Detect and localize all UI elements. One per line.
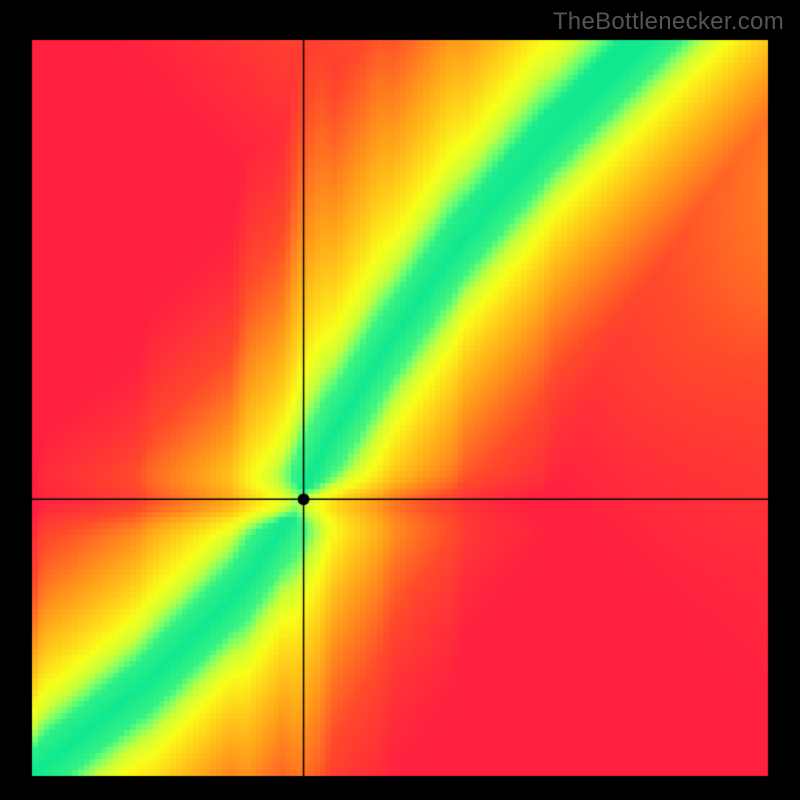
watermark-text: TheBottlenecker.com <box>553 8 784 36</box>
heatmap-canvas <box>0 0 800 800</box>
chart-container: TheBottlenecker.com <box>0 0 800 800</box>
